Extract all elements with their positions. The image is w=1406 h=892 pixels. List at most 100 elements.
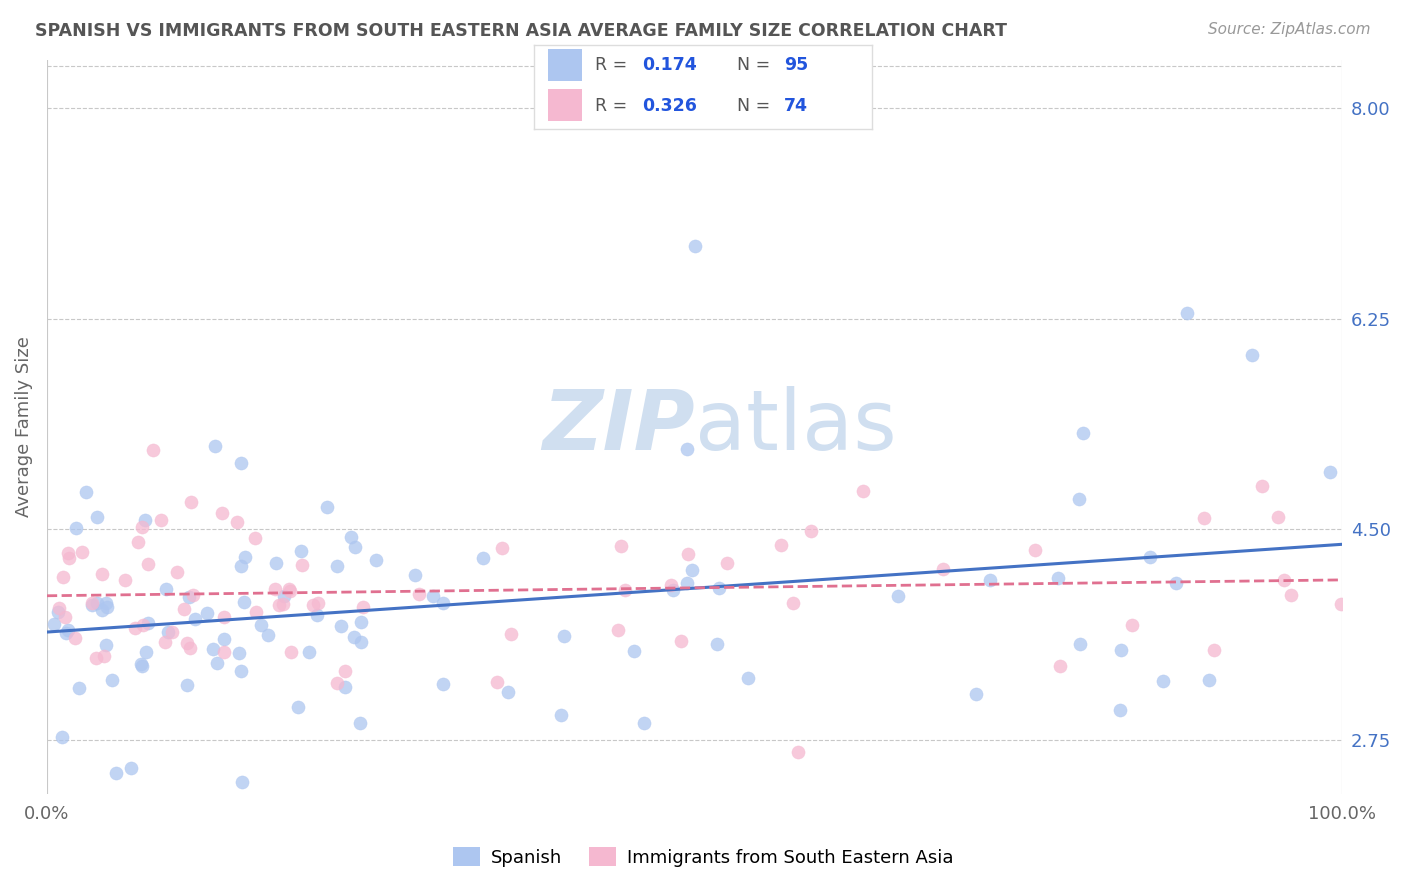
Point (278, 583, 301, 598)
Point (1109, 642, 1132, 657)
Point (408, 586, 430, 600)
Point (257, 628, 280, 642)
Point (132, 617, 155, 632)
Point (661, 578, 683, 592)
Point (136, 615, 159, 630)
Point (432, 597, 454, 611)
Point (231, 456, 253, 470)
Point (129, 657, 152, 672)
Point (124, 621, 146, 635)
Point (1198, 673, 1220, 687)
Point (52, 570, 75, 584)
Point (94, 638, 117, 652)
Point (46, 605, 69, 619)
Point (349, 716, 371, 731)
Point (305, 607, 328, 622)
Point (231, 775, 253, 789)
Point (330, 619, 353, 633)
Text: atlas: atlas (695, 386, 897, 467)
Point (84, 651, 107, 665)
Point (681, 563, 703, 577)
Point (250, 618, 273, 632)
Point (91, 603, 114, 617)
Point (1121, 618, 1143, 632)
Point (180, 495, 202, 509)
Point (852, 483, 875, 498)
Point (1240, 348, 1263, 362)
Point (264, 556, 287, 570)
Point (86, 596, 108, 610)
Point (316, 500, 339, 514)
Point (205, 656, 228, 670)
Point (782, 596, 804, 610)
Point (1046, 571, 1069, 585)
Point (173, 602, 195, 616)
Text: 95: 95 (785, 56, 808, 74)
Point (179, 641, 201, 656)
Point (707, 581, 730, 595)
Point (135, 645, 157, 659)
Point (56, 623, 79, 637)
Point (343, 540, 366, 554)
Point (787, 745, 810, 759)
Point (1202, 643, 1225, 657)
Point (610, 540, 633, 554)
Point (325, 558, 347, 573)
Point (1279, 589, 1302, 603)
Point (134, 513, 156, 527)
Point (335, 680, 357, 694)
Point (229, 559, 252, 574)
Point (1272, 573, 1295, 587)
Point (150, 513, 173, 527)
Point (422, 589, 444, 603)
Point (195, 606, 218, 620)
Point (1164, 576, 1187, 591)
Point (131, 520, 153, 534)
Point (307, 596, 329, 610)
Point (96, 596, 118, 610)
Point (228, 646, 250, 660)
Point (1192, 510, 1215, 524)
Point (1139, 550, 1161, 565)
Point (1069, 491, 1091, 506)
Point (93, 648, 115, 663)
Point (104, 766, 127, 780)
Point (153, 635, 176, 649)
Point (1069, 637, 1091, 651)
Point (176, 636, 198, 650)
Point (404, 568, 426, 582)
Point (211, 506, 233, 520)
Point (212, 632, 235, 646)
Point (333, 665, 356, 679)
Point (155, 582, 177, 597)
Point (48, 601, 70, 615)
Bar (548, 88, 582, 120)
Point (160, 625, 183, 640)
Point (42, 617, 65, 632)
Point (80, 595, 103, 609)
Point (501, 626, 523, 640)
Point (232, 595, 254, 609)
Point (633, 715, 655, 730)
Point (614, 582, 637, 597)
Text: 0.174: 0.174 (643, 56, 697, 74)
Point (271, 597, 294, 611)
Point (1330, 598, 1353, 612)
Point (75, 485, 97, 500)
Point (607, 624, 630, 638)
Point (298, 645, 321, 659)
Point (553, 629, 575, 643)
Point (90, 567, 112, 582)
Point (675, 575, 697, 590)
Point (136, 557, 159, 571)
Point (212, 644, 235, 658)
Point (267, 598, 290, 612)
Point (141, 442, 163, 457)
Point (183, 612, 205, 626)
Point (291, 558, 314, 573)
Text: SPANISH VS IMMIGRANTS FROM SOUTH EASTERN ASIA AVERAGE FAMILY SIZE CORRELATION CH: SPANISH VS IMMIGRANTS FROM SOUTH EASTERN… (35, 22, 1007, 40)
Point (277, 582, 299, 596)
Point (1049, 658, 1071, 673)
Point (233, 550, 256, 565)
Point (623, 644, 645, 658)
